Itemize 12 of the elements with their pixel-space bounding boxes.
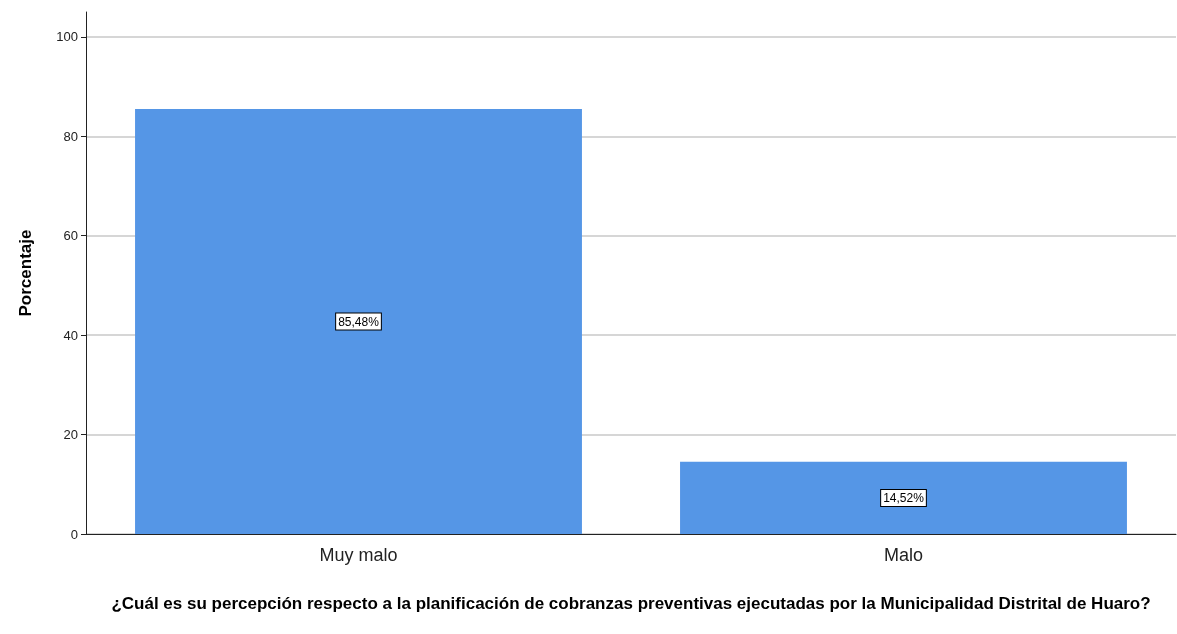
y-axis-title: Porcentaje <box>16 229 35 317</box>
data-label: 14,52% <box>883 490 925 505</box>
x-tick-label: Malo <box>883 545 924 565</box>
data-label: 85,48% <box>338 314 380 329</box>
x-axis-title: ¿Cuál es su percepción respecto a la planificación de cobranzas preventivas ejecutadas por la Municipalidad Distrital de Huaro? <box>111 593 1151 613</box>
y-tick-label: 80 <box>63 128 78 144</box>
y-tick-label: 0 <box>70 526 78 542</box>
y-tick-label: 100 <box>56 29 78 45</box>
x-tick-label: Muy malo <box>319 545 398 565</box>
y-tick-label: 60 <box>63 228 78 244</box>
y-tick-label: 40 <box>63 327 78 343</box>
y-tick-label: 20 <box>63 427 78 443</box>
